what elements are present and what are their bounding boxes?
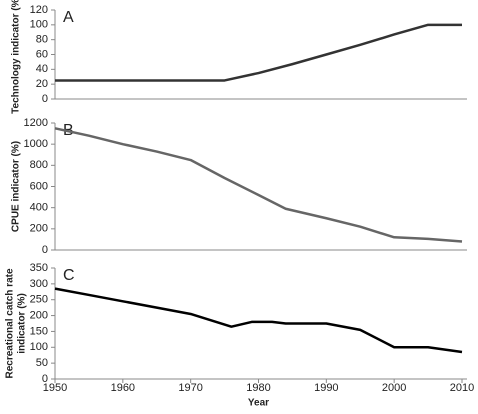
y-tick-label: 60: [36, 48, 48, 60]
y-axis-label: Recreational catch rate: [5, 268, 16, 378]
y-tick-label: 0: [42, 93, 48, 105]
y-tick-label: 100: [30, 19, 48, 31]
y-tick-label: 600: [30, 180, 48, 192]
y-tick-label: 50: [36, 357, 48, 369]
y-tick-label: 350: [30, 262, 48, 274]
x-tick-label: 2010: [450, 382, 474, 394]
y-tick-label: 200: [30, 223, 48, 235]
y-tick-label: 120: [30, 4, 48, 16]
y-tick-label: 20: [36, 78, 48, 90]
data-line: [54, 127, 463, 243]
y-tick-label: 80: [36, 34, 48, 46]
x-axis-label: Year: [248, 398, 269, 409]
y-tick-label: 1000: [24, 138, 48, 150]
x-tick-label: 2000: [382, 382, 406, 394]
y-tick-label: 400: [30, 202, 48, 214]
y-tick-label: 40: [36, 63, 48, 75]
y-tick-label: 1200: [24, 117, 48, 129]
x-tick-label: 1960: [111, 382, 135, 394]
y-tick-label: 250: [30, 294, 48, 306]
x-tick-label: 1950: [43, 382, 67, 394]
y-tick-label: 0: [42, 373, 48, 385]
y-axis-label: indicator (%): [17, 293, 28, 354]
x-tick-label: 1970: [178, 382, 202, 394]
y-tick-label: 800: [30, 159, 48, 171]
y-tick-label: 200: [30, 309, 48, 321]
x-tick-label: 1980: [246, 382, 270, 394]
data-line: [54, 287, 463, 354]
y-tick-label: 0: [42, 244, 48, 256]
y-axis-label: Technology indicator (%): [11, 0, 22, 114]
y-axis-label: CPUE indicator (%): [11, 141, 22, 232]
x-tick-label: 1990: [314, 382, 338, 394]
panel-label: C: [63, 267, 75, 284]
y-tick-label: 100: [30, 341, 48, 353]
y-tick-label: 300: [30, 278, 48, 290]
panel-label: A: [63, 9, 74, 26]
y-tick-label: 150: [30, 325, 48, 337]
data-line: [55, 23, 462, 82]
